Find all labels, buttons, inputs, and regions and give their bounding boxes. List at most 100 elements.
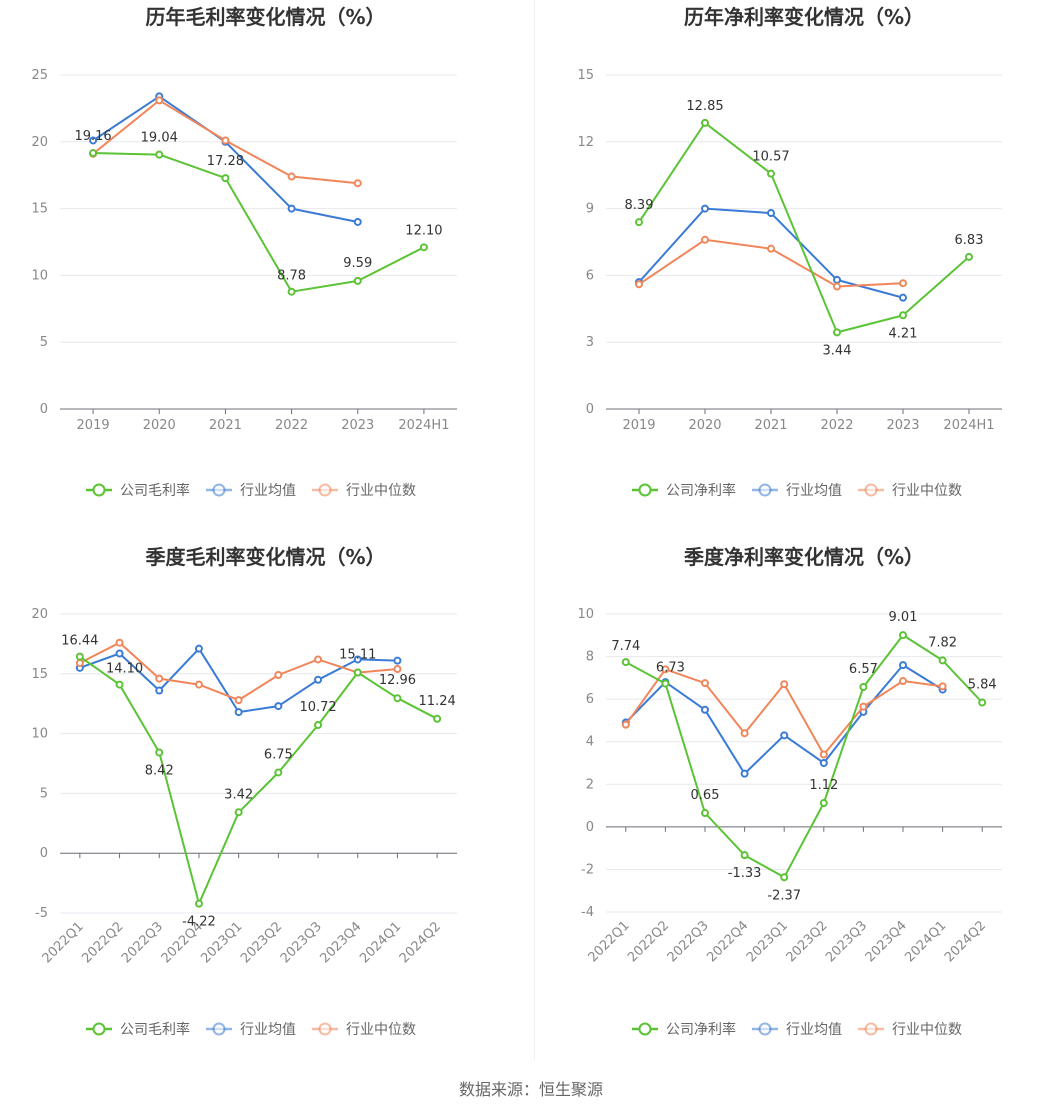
data-point <box>75 652 84 661</box>
data-point <box>819 759 828 767</box>
y-tick-label: 0 <box>586 820 594 835</box>
chart-panel-quarterly-net: 季度净利率变化情况（%） -4 -2 0 2 4 6 8 10 2022Q1 2022Q2 2022Q… <box>546 538 1062 1078</box>
y-tick-label: 25 <box>31 68 48 83</box>
y-tick-label: 2 <box>586 777 594 792</box>
data-point <box>899 661 907 670</box>
legend-marker <box>864 1022 878 1036</box>
data-point <box>274 702 283 711</box>
data-point <box>353 276 362 285</box>
y-tick-label: 5 <box>40 786 48 801</box>
legend-label: 行业均值 <box>786 483 842 499</box>
data-label: 6.75 <box>264 747 293 762</box>
legend-item: 行业均值 <box>752 483 842 499</box>
data-point <box>938 656 947 665</box>
data-point <box>701 705 709 714</box>
chart-title: 历年毛利率变化情况（%） <box>145 5 385 29</box>
y-tick-label: 5 <box>40 335 48 350</box>
legend-label: 行业中位数 <box>346 1022 416 1038</box>
data-label: 11.24 <box>419 694 456 709</box>
legend-marker <box>638 483 652 497</box>
data-point <box>859 683 868 692</box>
data-point <box>194 644 203 653</box>
legend-marker <box>92 483 106 497</box>
chart-quarterly-net: 季度净利率变化情况（%）-4-202468102022Q12022Q22022Q… <box>577 545 1002 1038</box>
data-point <box>287 172 296 181</box>
x-tick-label: 2022 <box>820 418 853 433</box>
legend-item: 公司毛利率 <box>86 482 190 499</box>
data-label: 9.01 <box>889 610 918 625</box>
legend-marker <box>212 1022 226 1036</box>
y-tick-label: 0 <box>40 402 48 417</box>
data-point <box>740 769 749 778</box>
chart-panel-annual-net: 历年净利率变化情况（%） 0 3 6 9 12 15 2019 2020 2021 2022 2023… <box>546 0 1062 540</box>
data-source-label: 数据来源：恒生聚源 <box>458 1080 603 1099</box>
data-label: 9.59 <box>343 256 372 271</box>
legend-item: 行业中位数 <box>312 1022 416 1038</box>
data-label: 10.72 <box>299 700 336 715</box>
chart-panel-quarterly-gross: 季度毛利率变化情况（%） -5 0 5 10 15 20 2022Q1 2022Q2 2022Q3… <box>0 538 531 1078</box>
legend-label: 行业中位数 <box>892 483 962 499</box>
data-label: 7.82 <box>928 635 957 650</box>
data-point <box>155 674 164 683</box>
legend-label: 公司毛利率 <box>120 482 190 499</box>
x-tick-label: 2022Q2 <box>625 918 672 965</box>
data-point <box>287 204 296 213</box>
chart-annual-net: 历年净利率变化情况（%） 0 3 6 9 12 15 2019 2020 2021 2022 2023… <box>577 5 1002 499</box>
data-label: 1.12 <box>809 778 838 793</box>
y-tick-label: -4 <box>581 905 594 920</box>
data-point <box>767 169 775 178</box>
legend-marker <box>758 1022 772 1036</box>
data-point <box>780 873 789 882</box>
data-point <box>740 729 749 738</box>
x-tick-label: 2022Q1 <box>586 918 633 965</box>
data-label: 8.39 <box>625 198 654 213</box>
data-point <box>899 677 907 686</box>
legend-item: 公司净利率 <box>632 1021 736 1038</box>
data-point <box>661 679 670 688</box>
legend-label: 行业均值 <box>240 1022 296 1038</box>
legend-item: 行业均值 <box>206 1022 296 1038</box>
legend-item: 公司净利率 <box>632 482 736 499</box>
data-label: 19.04 <box>141 131 178 146</box>
y-tick-label: 6 <box>586 692 594 707</box>
x-tick-label: 2024H1 <box>398 418 449 433</box>
x-tick-label: 2024Q1 <box>902 918 949 965</box>
data-label: 12.85 <box>686 99 723 114</box>
x-tick-label: 2022 <box>275 418 308 433</box>
data-label: 3.42 <box>224 787 253 802</box>
data-label: 0.65 <box>691 788 720 803</box>
data-label: 14.10 <box>106 662 143 677</box>
legend-item: 行业中位数 <box>858 1022 962 1038</box>
x-tick-label: 2019 <box>77 418 110 433</box>
x-tick-label: 2023Q1 <box>744 918 791 965</box>
chart-title: 季度毛利率变化情况（%） <box>144 545 385 569</box>
data-label: 10.57 <box>752 150 789 165</box>
data-point <box>314 720 323 729</box>
x-tick-label: 2023Q3 <box>823 918 870 965</box>
data-point <box>767 209 775 218</box>
legend-item: 行业均值 <box>206 483 296 499</box>
chart-panel-annual-gross: 历年毛利率变化情况（%） 0 5 10 15 20 25 2019 2020 2021 2022 20… <box>0 0 531 540</box>
data-point <box>833 275 841 284</box>
legend-label: 行业均值 <box>240 483 296 499</box>
data-point <box>899 279 907 288</box>
data-point <box>234 708 243 717</box>
chart-annual-gross: 历年毛利率变化情况（%） 0 5 10 15 20 25 2019 2020 2021 2022 20… <box>31 5 457 499</box>
x-tick-label: 2021 <box>209 418 242 433</box>
data-point <box>899 631 907 640</box>
x-tick-label: 2023Q2 <box>784 918 831 965</box>
data-label: 4.21 <box>889 326 918 341</box>
data-point <box>314 655 323 664</box>
x-tick-label: 2023Q4 <box>863 918 910 965</box>
data-point <box>155 686 164 695</box>
x-tick-label: 2022Q3 <box>119 919 166 966</box>
data-point <box>221 174 230 183</box>
chart-quarterly-gross: 季度毛利率变化情况（%） -5 0 5 10 15 20 2022Q12022Q22022Q3… <box>31 545 457 1038</box>
data-point <box>833 282 841 291</box>
data-label: 7.74 <box>611 639 640 654</box>
x-tick-label: 2021 <box>754 418 787 433</box>
x-tick-label: 2022Q1 <box>40 919 87 966</box>
legend-marker <box>92 1022 106 1036</box>
legend-marker <box>638 1022 652 1036</box>
data-point <box>234 808 243 817</box>
